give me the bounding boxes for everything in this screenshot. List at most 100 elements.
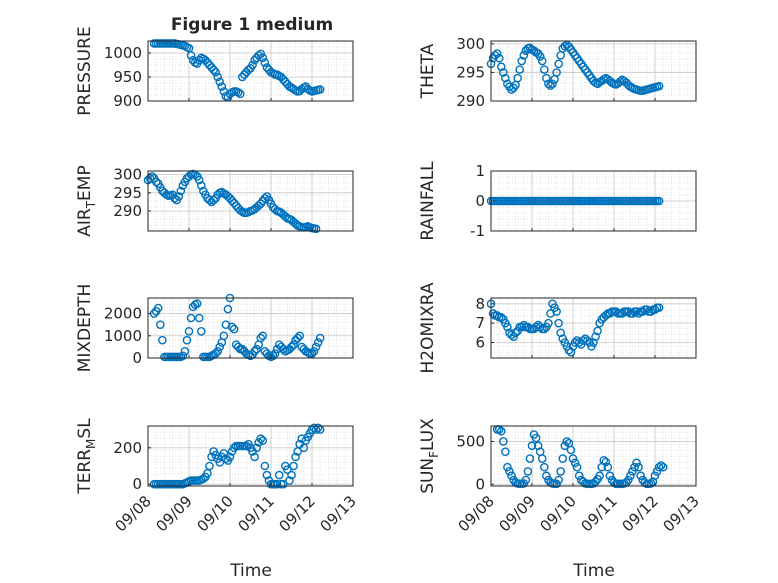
data-point [562, 437, 572, 446]
data-point [517, 56, 527, 66]
data-point [209, 65, 218, 75]
y-tick-label: 500 [456, 432, 485, 450]
data-point [554, 475, 563, 485]
y-tick-label: 300 [456, 35, 485, 53]
series-theta [486, 40, 664, 96]
data-point [209, 195, 218, 205]
data-point [215, 342, 225, 352]
data-point [566, 445, 576, 455]
y-tick-label: 295 [113, 184, 142, 202]
data-point [593, 326, 602, 336]
data-point [194, 55, 204, 65]
data-point [213, 72, 222, 82]
data-point [287, 342, 296, 352]
axes-box [147, 297, 354, 359]
data-point [654, 462, 664, 472]
data-point [595, 471, 604, 481]
data-point [219, 448, 229, 458]
data-point [194, 175, 204, 185]
data-point [260, 58, 270, 67]
series-h2omixra [486, 299, 664, 357]
data-point [537, 454, 547, 463]
data-point [289, 461, 298, 471]
data-point [515, 65, 525, 74]
data-point [229, 324, 239, 334]
data-point [274, 470, 284, 480]
data-point [656, 461, 666, 470]
y-tick-label: 1 [475, 162, 485, 180]
data-point [535, 52, 545, 61]
data-point [182, 335, 192, 345]
data-point [498, 68, 508, 77]
data-point [272, 344, 282, 354]
data-point [170, 193, 179, 203]
data-point [180, 347, 190, 356]
data-point [572, 462, 582, 472]
data-point [638, 307, 648, 316]
data-point [248, 60, 257, 70]
data-point [501, 447, 510, 457]
data-point [262, 470, 272, 480]
data-point [654, 303, 664, 312]
data-point [507, 471, 516, 481]
data-point [196, 327, 206, 336]
data-point [496, 62, 506, 72]
data-point [313, 338, 323, 347]
y-tick-label: 290 [113, 202, 142, 220]
data-point [642, 305, 652, 314]
data-point [552, 68, 561, 77]
data-point [632, 458, 641, 468]
data-point [628, 309, 637, 318]
data-point [315, 333, 325, 343]
data-point [270, 349, 280, 358]
data-point [153, 303, 163, 313]
subplot-theta: 290 295 300 THETA [418, 35, 697, 110]
data-point [511, 328, 520, 338]
y-tick-label: 290 [456, 92, 485, 110]
data-point [599, 455, 609, 465]
data-point [542, 471, 551, 481]
data-point [540, 65, 549, 74]
y-tick-label: -1 [470, 222, 485, 240]
data-point [519, 320, 529, 330]
data-point [558, 454, 568, 463]
data-point [630, 462, 639, 472]
y-tick-label: 0 [132, 349, 142, 367]
data-point [527, 441, 537, 451]
y-axis-label: THETA [418, 43, 438, 99]
data-point [151, 177, 161, 187]
data-point [615, 77, 625, 86]
data-point [186, 51, 196, 60]
data-point [260, 461, 270, 471]
data-point [601, 457, 611, 467]
data-point [252, 443, 261, 453]
data-point [258, 331, 268, 341]
data-point [205, 461, 214, 471]
data-point [658, 462, 668, 472]
data-point [311, 342, 321, 352]
y-tick-label: 6 [475, 334, 485, 352]
subplot-mixdepth: 0 1000 2000 MIXDEPTH [75, 284, 354, 372]
axes-box [490, 297, 697, 359]
data-point [211, 349, 220, 358]
data-point [574, 471, 584, 481]
data-point [155, 320, 165, 329]
data-point [199, 474, 208, 484]
x-axis-label-right: Time [572, 561, 615, 581]
y-tick-label: 7 [475, 314, 485, 332]
data-point [211, 67, 220, 77]
data-point [492, 49, 502, 58]
data-point [283, 465, 292, 474]
data-point [634, 309, 643, 318]
data-point [554, 318, 563, 328]
axes-box [147, 40, 354, 102]
axes-box [147, 425, 354, 487]
data-point [278, 344, 288, 354]
data-point [652, 467, 662, 476]
y-axis-label: PRESSURE [75, 26, 95, 115]
data-point [525, 454, 535, 463]
data-point [225, 452, 235, 462]
data-point [554, 59, 563, 69]
data-point [309, 347, 319, 356]
data-point [217, 82, 227, 91]
